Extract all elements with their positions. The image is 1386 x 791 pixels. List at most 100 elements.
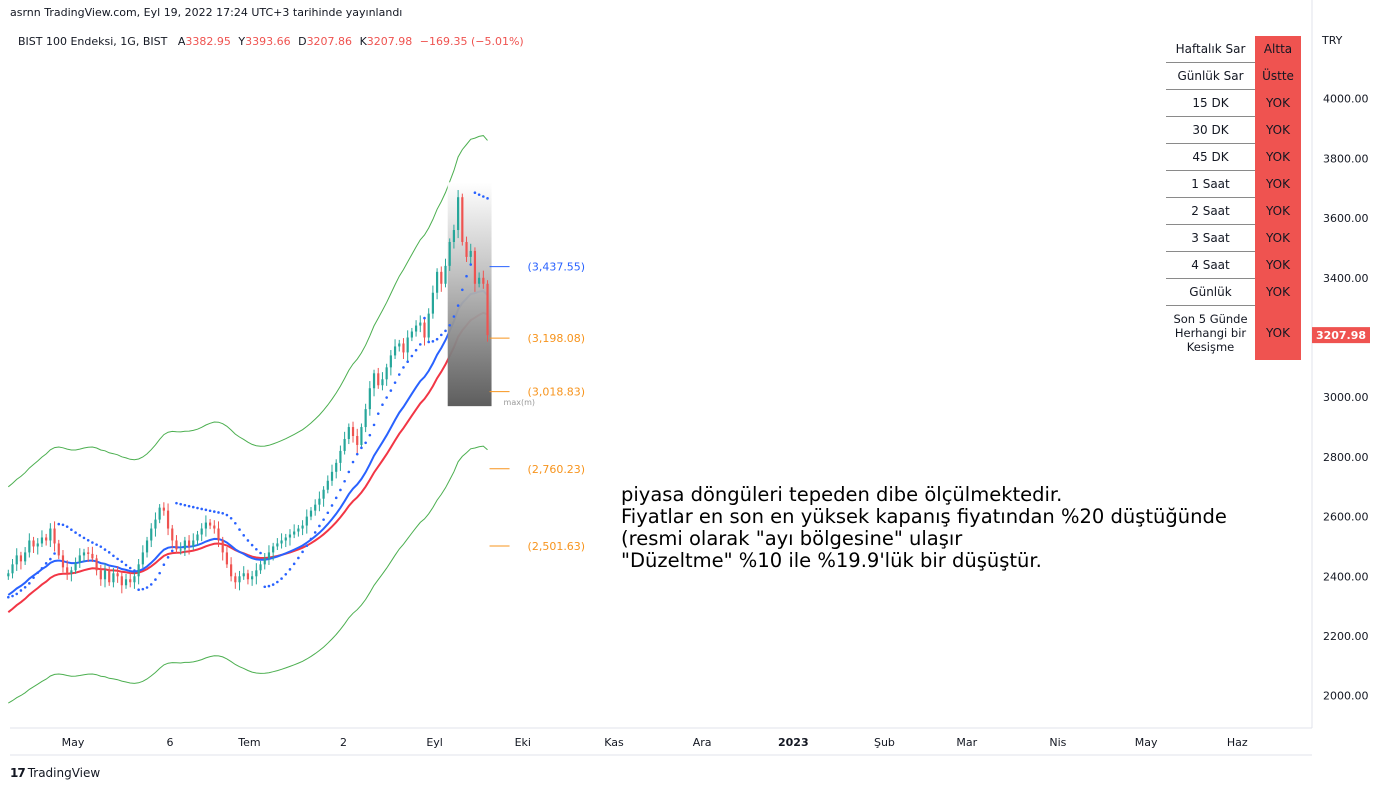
tradingview-logo[interactable]: 17 TradingView xyxy=(10,766,100,780)
candle-body xyxy=(427,313,430,338)
signal-status: YOK xyxy=(1255,305,1301,360)
parabolic-sar-dot xyxy=(482,195,485,198)
y-tick-label: 3600.00 xyxy=(1323,212,1369,225)
parabolic-sar-dot xyxy=(170,549,174,553)
signal-row: 2 Saat YOK xyxy=(1166,197,1301,225)
x-tick-label: May xyxy=(1135,736,1158,749)
price-level-label: (3,018.83) xyxy=(528,386,586,399)
price-level-label: (2,760.23) xyxy=(528,463,586,476)
parabolic-sar-dot xyxy=(141,587,145,591)
parabolic-sar-dot xyxy=(414,348,418,352)
parabolic-sar-dot xyxy=(284,573,288,576)
candle-body xyxy=(482,277,485,284)
candle-body xyxy=(385,367,388,380)
parabolic-sar-dot xyxy=(402,366,405,369)
candle-body xyxy=(389,355,392,368)
y-tick-label: 4000.00 xyxy=(1323,93,1369,106)
parabolic-sar-dot xyxy=(116,557,119,561)
parabolic-sar-dot xyxy=(343,479,346,483)
x-tick-label: May xyxy=(62,736,85,749)
parabolic-sar-dot xyxy=(49,557,52,561)
parabolic-sar-dot xyxy=(385,396,388,399)
signal-name: Günlük Sar xyxy=(1166,62,1255,90)
parabolic-sar-dot xyxy=(406,360,409,364)
symbol-title: BIST 100 Endeksi, 1G, BIST xyxy=(18,35,168,48)
parabolic-sar-dot xyxy=(191,505,195,509)
parabolic-sar-dot xyxy=(99,545,103,548)
parabolic-sar-dot xyxy=(461,288,464,292)
signal-name: 30 DK xyxy=(1166,116,1255,144)
candle-body xyxy=(213,525,216,529)
parabolic-sar-dot xyxy=(364,441,367,445)
parabolic-sar-dot xyxy=(477,193,481,196)
parabolic-sar-dot xyxy=(267,584,271,588)
candle-body xyxy=(116,573,119,577)
parabolic-sar-dot xyxy=(381,403,384,407)
candle-body xyxy=(406,337,409,353)
parabolic-sar-dot xyxy=(271,583,275,586)
candle-body xyxy=(53,528,56,544)
candle-body xyxy=(276,543,279,547)
parabolic-sar-dot xyxy=(465,274,468,278)
parabolic-sar-dot xyxy=(435,337,439,341)
parabolic-sar-dot xyxy=(221,511,225,515)
candle-body xyxy=(11,564,14,574)
x-tick-label: Tem xyxy=(237,736,260,749)
parabolic-sar-dot xyxy=(86,538,90,542)
candle-body xyxy=(314,504,317,511)
parabolic-sar-dot xyxy=(11,594,14,598)
candle-body xyxy=(309,510,313,517)
candle-body xyxy=(158,507,161,520)
parabolic-sar-dot xyxy=(91,541,94,544)
candle-body xyxy=(246,573,250,580)
signal-row: 3 Saat YOK xyxy=(1166,224,1301,252)
x-tick-label: Haz xyxy=(1227,736,1248,749)
candle-body xyxy=(187,540,191,547)
currency-label[interactable]: TRY xyxy=(1322,34,1343,47)
candle-body xyxy=(145,540,149,553)
parabolic-sar-dot xyxy=(418,343,422,346)
signal-status: YOK xyxy=(1255,170,1301,198)
candle-body xyxy=(377,373,380,386)
x-tick-label: Eyl xyxy=(426,736,443,749)
red-moving-average-line xyxy=(7,311,488,613)
annotation-line: (resmi olarak "ayı bölgesine" ulaşır xyxy=(621,527,963,550)
lower-envelope-line xyxy=(8,445,488,704)
candle-body xyxy=(95,558,98,571)
parabolic-sar-dot xyxy=(452,315,456,318)
candle-body xyxy=(318,498,321,505)
signal-status: Altta xyxy=(1255,36,1301,63)
parabolic-sar-dot xyxy=(133,569,136,572)
parabolic-sar-dot xyxy=(469,263,473,266)
candle-body xyxy=(124,579,128,586)
signal-row: 30 DK YOK xyxy=(1166,116,1301,144)
symbol-legend: BIST 100 Endeksi, 1G, BIST A3382.95 Y339… xyxy=(18,35,528,48)
candle-body xyxy=(305,516,308,526)
parabolic-sar-dot xyxy=(70,528,73,532)
parabolic-sar-dot xyxy=(28,582,31,585)
candle-body xyxy=(461,197,464,242)
candle-body xyxy=(486,283,489,336)
x-tick-label: 2023 xyxy=(778,736,809,749)
y-tick-label: 3400.00 xyxy=(1323,272,1369,285)
candle-body xyxy=(133,576,136,583)
candle-body xyxy=(410,331,413,338)
parabolic-sar-dot xyxy=(145,586,149,589)
candle-body xyxy=(284,537,287,541)
candle-body xyxy=(162,507,165,511)
y-tick-label: 2000.00 xyxy=(1323,690,1369,703)
signal-name: 15 DK xyxy=(1166,89,1255,117)
parabolic-sar-dot xyxy=(330,504,334,507)
candle-body xyxy=(78,555,81,563)
annotation-line: piyasa döngüleri tepeden dibe ölçülmekte… xyxy=(621,483,1063,506)
parabolic-sar-dot xyxy=(107,551,111,554)
signal-status: YOK xyxy=(1255,143,1301,171)
parabolic-sar-dot xyxy=(444,329,447,333)
candle-body xyxy=(238,576,241,583)
parabolic-sar-dot xyxy=(112,554,115,558)
candle-body xyxy=(108,570,111,583)
candle-body xyxy=(171,528,174,541)
parabolic-sar-dot xyxy=(368,433,372,437)
candle-body xyxy=(465,241,468,257)
